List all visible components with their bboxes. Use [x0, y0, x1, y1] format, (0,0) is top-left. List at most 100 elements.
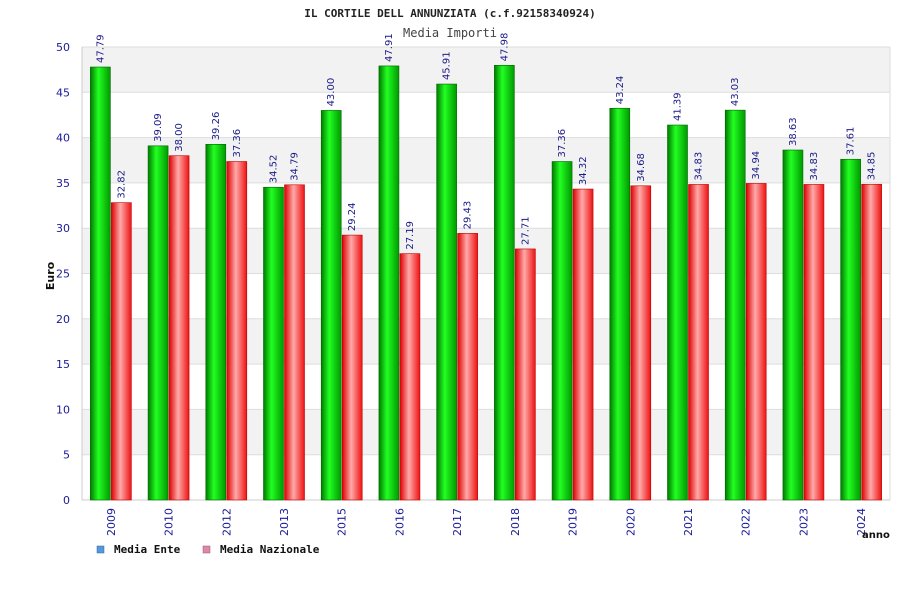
data-label: 45.91: [442, 51, 453, 80]
bar-media-nazionale: [168, 155, 190, 501]
grid-band: [82, 182, 890, 229]
bar-media-ente: [436, 83, 457, 501]
data-label: 29.43: [463, 201, 474, 230]
data-label: 37.36: [232, 129, 243, 158]
x-tick-label: 2016: [393, 508, 406, 536]
data-label: 34.52: [269, 155, 280, 184]
x-tick-label: 2009: [105, 508, 118, 536]
y-tick-label: 30: [56, 222, 70, 235]
x-tick-label: 2017: [451, 508, 464, 536]
x-tick-label: 2010: [163, 508, 176, 536]
bar-media-nazionale: [399, 253, 421, 501]
bar-media-ente: [205, 144, 227, 501]
bar-media-ente: [320, 110, 342, 501]
bar-media-ente: [609, 107, 631, 501]
data-label: 29.24: [347, 202, 358, 231]
data-label: 34.83: [809, 152, 820, 181]
bar-media-ente: [494, 65, 515, 501]
bar-media-nazionale: [745, 183, 767, 501]
bar-media-nazionale: [803, 184, 825, 501]
data-label: 39.09: [153, 113, 164, 142]
bars: 47.79 32.82 39.09 38.00 39.26 37.36 34.52 34.79…: [90, 33, 882, 501]
y-tick-label: 0: [63, 494, 70, 507]
data-label: 34.32: [578, 156, 589, 185]
grid-band: [82, 137, 890, 183]
bar-media-nazionale: [457, 233, 478, 501]
data-label: 43.24: [615, 76, 626, 105]
bar-media-ente: [551, 161, 573, 501]
x-tick-label: 2012: [220, 508, 233, 536]
data-label: 38.00: [174, 123, 185, 152]
bar-media-nazionale: [111, 202, 132, 501]
bar-media-nazionale: [341, 234, 363, 501]
grid-band: [82, 47, 890, 93]
x-tick-label: 2024: [855, 508, 868, 536]
data-label: 37.61: [846, 127, 857, 156]
bar-media-ente: [724, 109, 746, 501]
data-label: 47.79: [95, 34, 106, 63]
x-tick-label: 2023: [797, 508, 810, 536]
y-tick-label: 50: [56, 41, 70, 54]
bar-media-nazionale: [572, 188, 594, 501]
x-tick-label: 2015: [336, 508, 349, 536]
bar-media-ente: [782, 149, 804, 501]
data-label: 47.91: [384, 33, 395, 62]
bar-media-ente: [263, 186, 284, 501]
legend-label-media-ente: Media Ente: [114, 543, 181, 556]
y-tick-label: 35: [56, 177, 70, 190]
grid-band: [82, 92, 890, 138]
y-tick-label: 10: [56, 403, 70, 416]
y-tick-label: 25: [56, 268, 70, 281]
bar-media-ente: [378, 65, 400, 501]
grid-band: [82, 364, 890, 410]
x-tick-label: 2013: [278, 508, 291, 536]
x-tick-label: 2018: [509, 508, 522, 536]
bar-media-ente: [667, 124, 688, 501]
grid-band: [82, 409, 890, 455]
x-tick-label: 2020: [624, 508, 637, 536]
y-tick-label: 40: [56, 132, 70, 145]
y-tick-label: 45: [56, 86, 70, 99]
data-label: 38.63: [788, 117, 799, 146]
data-label: 27.19: [405, 221, 416, 250]
bar-media-nazionale: [630, 185, 652, 501]
bar-media-ente: [840, 158, 861, 501]
x-tick-label: 2021: [682, 508, 695, 536]
legend: Media Ente Media Nazionale: [96, 543, 320, 556]
y-tick-label: 5: [63, 449, 70, 462]
x-axis-label: anno: [862, 530, 890, 541]
data-label: 47.98: [499, 33, 510, 62]
data-label: 34.94: [751, 151, 762, 180]
grid-band: [82, 228, 890, 274]
data-label: 34.79: [290, 152, 301, 181]
grid-band: [82, 454, 890, 500]
chart-title: IL CORTILE DELL ANNUNZIATA (c.f.92158340…: [304, 7, 595, 20]
data-label: 43.03: [730, 78, 741, 107]
legend-label-media-nazionale: Media Nazionale: [220, 543, 320, 556]
bar-media-ente: [147, 145, 169, 501]
y-tick-label: 15: [56, 358, 70, 371]
bar-media-ente: [90, 66, 111, 501]
data-label: 32.82: [116, 170, 127, 199]
bar-media-nazionale: [284, 184, 305, 501]
y-axis-ticks: 0 5 10 15 20 25 30 35 40 45 50: [56, 41, 70, 507]
data-label: 43.00: [326, 78, 337, 107]
bar-media-nazionale: [226, 161, 248, 501]
grid-band: [82, 273, 890, 319]
y-tick-label: 20: [56, 313, 70, 326]
x-tick-label: 2019: [567, 508, 580, 536]
data-label: 39.26: [211, 112, 222, 141]
data-label: 34.83: [694, 152, 705, 181]
chart-subtitle: Media Importi: [403, 26, 497, 40]
bar-media-nazionale: [688, 184, 709, 501]
bar-media-nazionale: [515, 248, 536, 501]
data-label: 37.36: [557, 129, 568, 158]
bar-media-nazionale: [861, 183, 882, 501]
grid-band: [82, 318, 890, 365]
data-label: 41.39: [673, 92, 684, 121]
legend-swatch-media-ente: [96, 545, 105, 554]
y-axis-label: Euro: [44, 261, 57, 290]
legend-swatch-media-nazionale: [202, 545, 211, 554]
x-axis-ticks: 2009 2010 2012 2013 2015 2016 2017 2018 2019 2020…: [105, 508, 868, 536]
